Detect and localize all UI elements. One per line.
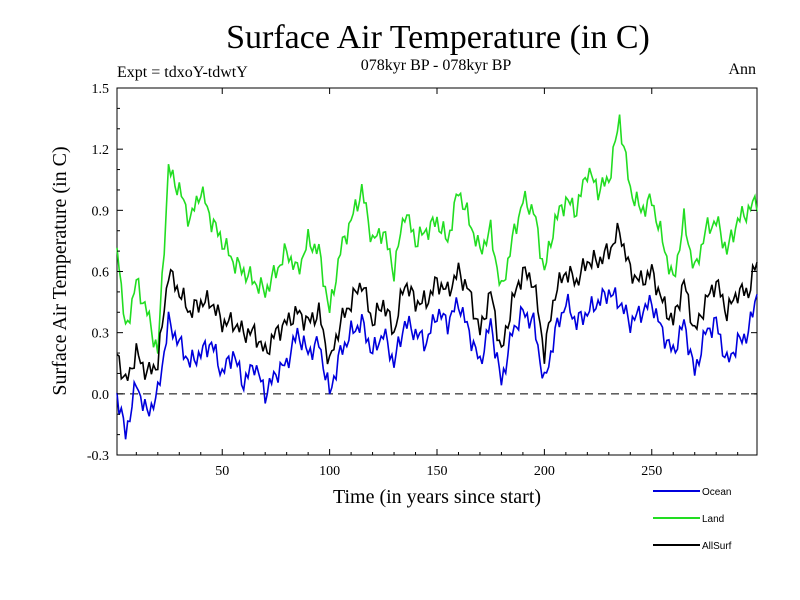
y-tick-label: 0.0: [92, 388, 110, 403]
x-tick-label: 150: [427, 464, 448, 479]
x-tick-label: 250: [641, 464, 662, 479]
plot-frame: [116, 87, 758, 456]
legend: Ocean Land AllSurf: [653, 487, 732, 552]
x-tick-label: 200: [534, 464, 555, 479]
series-line-land: [116, 114, 758, 354]
y-tick-label: 0.3: [92, 327, 110, 342]
y-axis: -0.3 0.0 0.3 0.6 0.9 1.2 1.5: [87, 82, 757, 464]
series-layer: [116, 114, 758, 440]
legend-label-allsurf: AllSurf: [702, 541, 732, 552]
x-axis: 50 100 150 200 250: [135, 88, 739, 479]
legend-label-land: Land: [702, 514, 724, 525]
y-tick-label: 0.9: [92, 204, 110, 219]
y-tick-label: 0.6: [92, 266, 110, 281]
plot-area: [116, 87, 758, 456]
y-tick-label: 1.5: [92, 82, 110, 97]
series-line-allsurf: [116, 222, 758, 382]
x-tick-label: 50: [215, 464, 229, 479]
x-axis-label: Time (in years since start): [333, 486, 541, 508]
chart-subtitle-center: 078kyr BP - 078kyr BP: [361, 57, 512, 74]
y-tick-label: 1.2: [92, 143, 110, 158]
legend-label-ocean: Ocean: [702, 487, 731, 498]
chart-subtitle-left: Expt = tdxoY-tdwtY: [117, 64, 248, 81]
y-tick-label: -0.3: [87, 449, 109, 464]
series-line-ocean: [116, 286, 758, 440]
chart-title: Surface Air Temperature (in C): [226, 19, 650, 56]
x-tick-label: 100: [319, 464, 340, 479]
chart-subtitle-right: Ann: [728, 61, 756, 78]
y-axis-label: Surface Air Temperature (in C): [49, 146, 71, 395]
